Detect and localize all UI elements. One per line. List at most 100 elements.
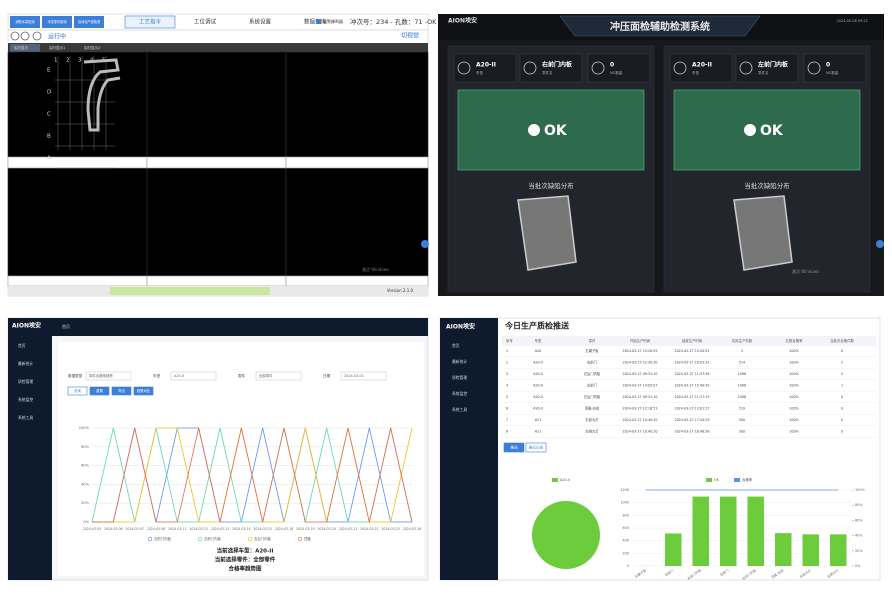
table-header-cell: 序号: [506, 338, 513, 343]
table-header-cell: 开始生产时间: [630, 338, 651, 343]
table-cell: 1096: [738, 384, 746, 388]
menu-item[interactable]: 系统工具: [452, 407, 467, 412]
button-label[interactable]: 重置: [96, 388, 103, 393]
page-title: 今日生产质检推送: [504, 321, 570, 331]
y2-tick-label: 100%: [855, 488, 865, 492]
grid-col-label: 2: [66, 58, 70, 64]
table-cell: 顶盖-右前: [585, 406, 600, 411]
table-cell: 2024-03-27 16:05:31: [674, 361, 709, 365]
door-image: [734, 196, 792, 270]
menu-item[interactable]: 质检管理: [18, 379, 33, 384]
y-tick-label: 600: [623, 526, 629, 530]
table-cell: 右前门: [587, 360, 597, 365]
table-cell: A21: [535, 418, 541, 422]
menu-item[interactable]: 质检管理: [452, 375, 467, 380]
table-cell: 100%: [789, 384, 798, 388]
y-tick-label: 400: [623, 539, 629, 543]
table-cell: 1096: [738, 395, 746, 399]
info-box: [588, 54, 650, 82]
filter-value[interactable]: 全部零件: [259, 373, 273, 378]
view-tab[interactable]: 实时显示2: [84, 45, 100, 50]
button-label[interactable]: 趋势对比: [137, 388, 151, 393]
y-tick-label: 80%: [81, 445, 90, 449]
filter-value[interactable]: 零件合格率趋势: [89, 373, 113, 378]
x-tick-label: 2024-03-18: [275, 527, 294, 531]
nav-tab[interactable]: 首页: [62, 323, 70, 329]
pie-slice: [532, 501, 600, 569]
x-tick-label: 2024-03-05: [83, 527, 102, 531]
defect-title: 当批次缺陷分布: [528, 181, 574, 190]
table-cell: A20-II: [533, 372, 543, 376]
table-cell: 7: [506, 418, 508, 422]
tab-label[interactable]: 推送: [510, 445, 518, 450]
table-cell: 4: [506, 384, 508, 388]
x-tick-label: 2024-03-19: [296, 527, 315, 531]
menu-item[interactable]: 最新统计: [18, 361, 33, 366]
table-header-cell: 车型: [535, 338, 542, 343]
grid-col-label: 1: [54, 58, 58, 64]
info-label: NG数量: [610, 70, 623, 75]
tab-label[interactable]: 最近记录: [529, 445, 544, 450]
button-label[interactable]: 查询: [74, 388, 81, 393]
view-button[interactable]: 切视觉: [401, 32, 419, 40]
ok-icon: [528, 124, 540, 136]
tab-label[interactable]: 冲压零件检测: [47, 19, 66, 24]
tab-label[interactable]: 工位调试: [194, 18, 217, 26]
x-tick-label: 2024-03-11: [168, 527, 187, 531]
table-header-cell: 当批次合格件数: [830, 338, 854, 343]
filter-label: 零件: [238, 373, 246, 378]
table-cell: 2024-03-27 13:01:27: [674, 407, 709, 411]
tab-label[interactable]: 系统设置: [249, 18, 272, 26]
alarm-label: 报警蜂鸣器: [323, 18, 343, 24]
menu-item[interactable]: 首页: [452, 343, 460, 348]
button-label[interactable]: 导出: [118, 388, 125, 393]
menu-item[interactable]: 首页: [18, 343, 26, 348]
logo: AION埃安: [448, 17, 477, 25]
legend-label: 顶盖: [304, 536, 311, 541]
menu-item[interactable]: 最新统计: [452, 359, 467, 364]
y-tick-label: 20%: [81, 501, 90, 505]
menu-item[interactable]: 系统工具: [18, 415, 33, 420]
grid-row-label: C: [47, 112, 51, 118]
x-tick-label: 2024-03-15: [253, 527, 272, 531]
info-value: 右前门内板: [541, 61, 573, 69]
y2-tick-label: 80%: [855, 503, 863, 507]
filter-value[interactable]: 2024-03-01: [344, 374, 364, 378]
y-tick-label: 1200: [620, 488, 629, 492]
view-tab[interactable]: 实时显示1: [49, 45, 65, 50]
table-cell: A20-II: [533, 384, 543, 388]
menu-item[interactable]: 系统监控: [18, 397, 33, 402]
menu-item[interactable]: 系统监控: [452, 391, 467, 396]
y-tick-label: 1000: [620, 501, 629, 505]
table-cell: 2024-03-27 15:20:55: [674, 349, 709, 353]
info-label: 车型: [476, 70, 484, 75]
legend-label: OK: [714, 478, 720, 482]
y-tick-label: 200: [623, 551, 629, 555]
cell-strip: [147, 157, 286, 168]
info-value: A20-II: [692, 62, 712, 69]
table-cell: 2024-03-27 12:30:30: [622, 361, 657, 365]
table-cell: 2024-03-27 09:51:10: [622, 395, 657, 399]
scroll-dot: [876, 240, 884, 248]
tab-label[interactable]: 工艺指令: [139, 18, 162, 26]
filter-value[interactable]: A20-II: [174, 374, 184, 378]
run-button[interactable]: 运行中: [48, 33, 66, 41]
legend-label: 右后门内板: [254, 536, 272, 541]
table-cell: 1: [506, 349, 508, 353]
tab-label[interactable]: 自动化产线检测: [78, 19, 100, 24]
datetime: 2024-05-08 09:21: [836, 19, 868, 23]
tab-label[interactable]: 消防水泵检测: [15, 19, 34, 24]
legend-swatch: [734, 478, 740, 482]
table-header-cell: 结束生产时间: [682, 338, 703, 343]
table-cell: 右翼子板: [585, 348, 599, 353]
x-tick-label: 2024-03-21: [339, 527, 358, 531]
y2-tick-label: 0%: [855, 564, 861, 568]
y-tick-label: 100%: [79, 426, 90, 430]
table-cell: A20-II: [533, 361, 543, 365]
table-cell: 100%: [789, 418, 798, 422]
cell-strip: [147, 276, 286, 286]
system-title: 冲压面检辅助检测系统: [610, 20, 710, 33]
bar: [720, 497, 737, 566]
view-tab[interactable]: 实时显示: [14, 45, 28, 50]
